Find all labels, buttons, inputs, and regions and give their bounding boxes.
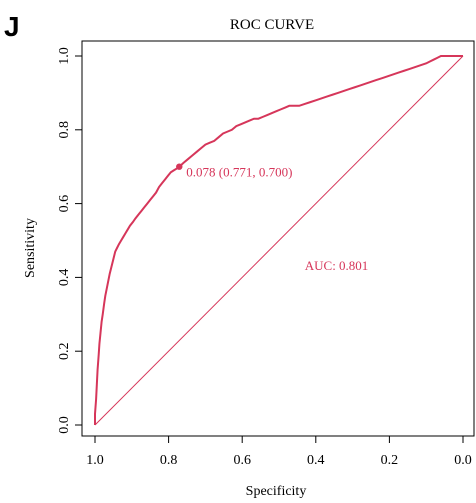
x-tick-label: 0.8 (160, 453, 178, 468)
panel-label: J (4, 11, 20, 42)
x-tick-label: 0.6 (233, 453, 251, 468)
chart-title: ROC CURVE (230, 17, 314, 33)
threshold-label: 0.078 (0.771, 0.700) (186, 165, 292, 180)
x-tick-label: 1.0 (86, 453, 104, 468)
y-axis: 0.0 0.2 0.4 0.6 0.8 1.0 (57, 47, 82, 434)
x-axis: 1.0 0.8 0.6 0.4 0.2 0.0 (86, 436, 472, 468)
x-tick-label: 0.2 (381, 453, 399, 468)
roc-curve-line (94, 55, 463, 425)
x-tick-label: 0.0 (454, 453, 472, 468)
x-axis-title: Specificity (246, 484, 307, 499)
y-axis-title: Sensitivity (23, 218, 38, 278)
reference-diagonal (94, 55, 464, 426)
y-tick-label: 0.0 (57, 416, 72, 434)
y-tick-label: 0.2 (57, 342, 72, 360)
y-tick-label: 0.8 (57, 121, 72, 139)
y-tick-label: 0.6 (57, 195, 72, 213)
y-tick-label: 0.4 (57, 269, 72, 287)
y-tick-label: 1.0 (57, 47, 72, 65)
auc-label: AUC: 0.801 (305, 258, 369, 273)
threshold-point (176, 163, 183, 170)
x-tick-label: 0.4 (307, 453, 325, 468)
plot-frame (81, 40, 475, 437)
